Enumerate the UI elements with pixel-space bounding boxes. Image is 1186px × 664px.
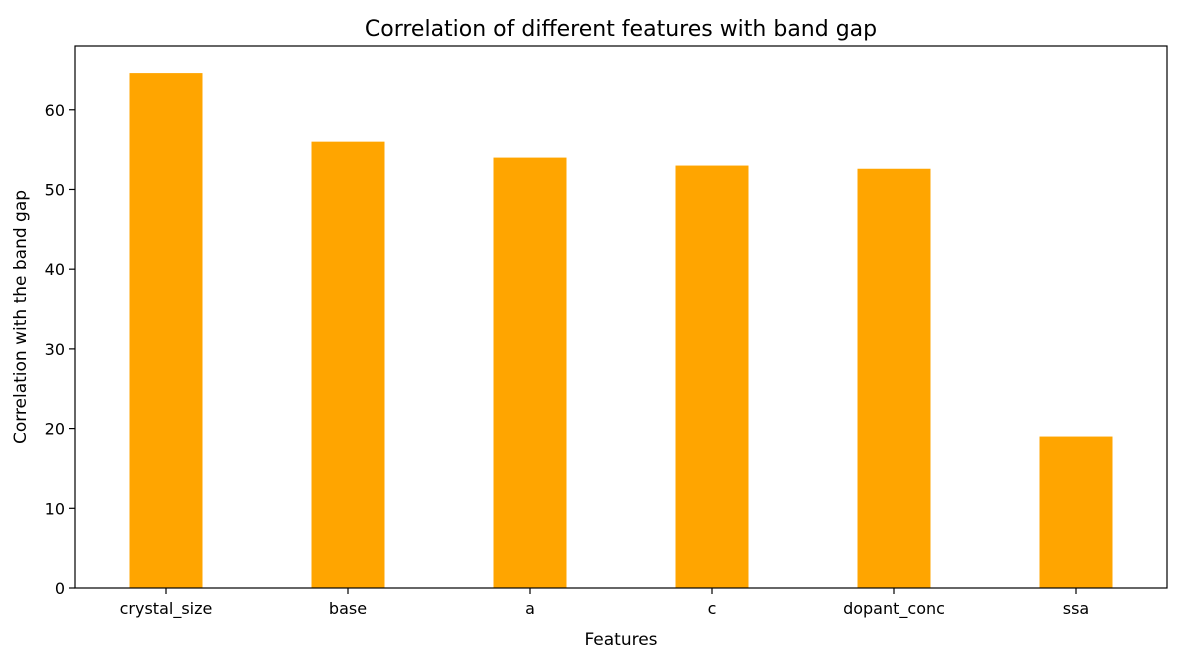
y-axis: 0 10 20 30 40 50 60 <box>45 101 75 598</box>
x-tick-label-dopant-conc: dopant_conc <box>843 599 945 619</box>
bar-crystal-size <box>129 73 203 589</box>
y-axis-label: Correlation with the band gap <box>11 190 31 444</box>
chart-title: Correlation of different features with b… <box>365 17 877 42</box>
x-tick-label-a: a <box>525 599 535 618</box>
bar-dopant-conc <box>857 168 931 588</box>
y-tick-label: 30 <box>45 340 65 359</box>
y-tick-label: 60 <box>45 101 65 120</box>
plot-frame <box>74 45 1168 589</box>
y-tick-label: 10 <box>45 499 65 518</box>
x-tick-label-base: base <box>329 599 367 618</box>
x-tick-label-c: c <box>708 599 717 618</box>
bar-a <box>493 157 567 588</box>
y-tick-label: 40 <box>45 260 65 279</box>
x-tick-label-ssa: ssa <box>1063 599 1089 618</box>
bar-base <box>311 141 385 588</box>
y-tick-label: 50 <box>45 180 65 199</box>
bars <box>129 73 1113 589</box>
x-axis-label: Features <box>584 630 657 650</box>
y-tick-label: 20 <box>45 420 65 439</box>
y-tick-label: 0 <box>55 579 65 598</box>
x-tick-label-crystal-size: crystal_size <box>120 599 213 619</box>
x-axis: crystal_size base a c dopant_conc ssa <box>120 588 1089 619</box>
bar-c <box>675 165 749 588</box>
bar-ssa <box>1039 436 1113 588</box>
